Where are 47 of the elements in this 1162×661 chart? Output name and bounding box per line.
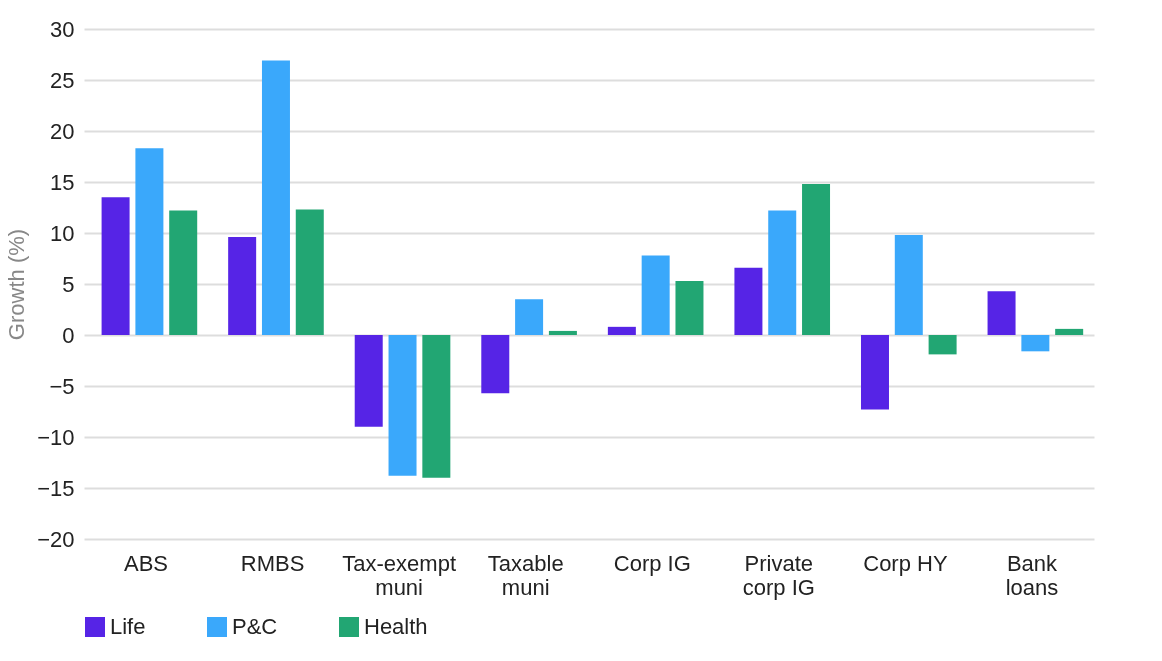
legend-label: Life [110, 614, 146, 639]
y-tick-label: 0 [62, 322, 75, 348]
x-tick-label: Private corp IG [742, 550, 815, 600]
bar [169, 210, 198, 335]
bar [135, 148, 164, 335]
y-tick-label: −20 [37, 526, 75, 552]
bar [734, 267, 763, 335]
bar [261, 60, 290, 335]
bar [860, 335, 889, 410]
bar [548, 330, 577, 335]
bar [1055, 328, 1084, 335]
y-tick-label: 25 [50, 67, 75, 93]
bar [928, 335, 957, 355]
x-tick-label: RMBS [240, 550, 305, 576]
y-tick-label: 15 [50, 169, 75, 195]
x-tick-label: ABS [124, 550, 169, 576]
bar [422, 335, 451, 478]
bar [295, 209, 324, 335]
bar [1021, 335, 1050, 352]
y-tick-label: 5 [62, 271, 75, 297]
y-tick-label: −10 [37, 424, 75, 450]
bar [802, 184, 831, 335]
y-tick-label: −15 [37, 475, 75, 501]
x-tick-label: Tax-exempt muni [342, 550, 457, 600]
x-tick-label: Corp HY [863, 550, 948, 576]
bar [894, 235, 923, 335]
bar [675, 280, 704, 335]
y-tick-label: −5 [49, 373, 75, 399]
y-tick-label: 10 [50, 220, 75, 246]
x-tick-label: Taxable muni [487, 550, 564, 600]
bar [354, 335, 383, 427]
legend-label: Health [364, 614, 428, 639]
bar [481, 335, 510, 394]
x-tick-label: Bank loans [1005, 550, 1059, 600]
bar [641, 255, 670, 335]
bar [228, 237, 257, 335]
y-axis-title: Growth (%) [4, 228, 30, 341]
legend-label: P&C [232, 614, 278, 639]
bar [987, 291, 1016, 335]
bar [768, 210, 797, 335]
bar [607, 326, 636, 335]
bar [515, 299, 544, 335]
bar [101, 197, 130, 335]
y-tick-label: 20 [50, 118, 75, 144]
bar [388, 335, 417, 476]
x-tick-label: Corp IG [613, 550, 691, 576]
y-tick-label: 30 [50, 16, 75, 42]
